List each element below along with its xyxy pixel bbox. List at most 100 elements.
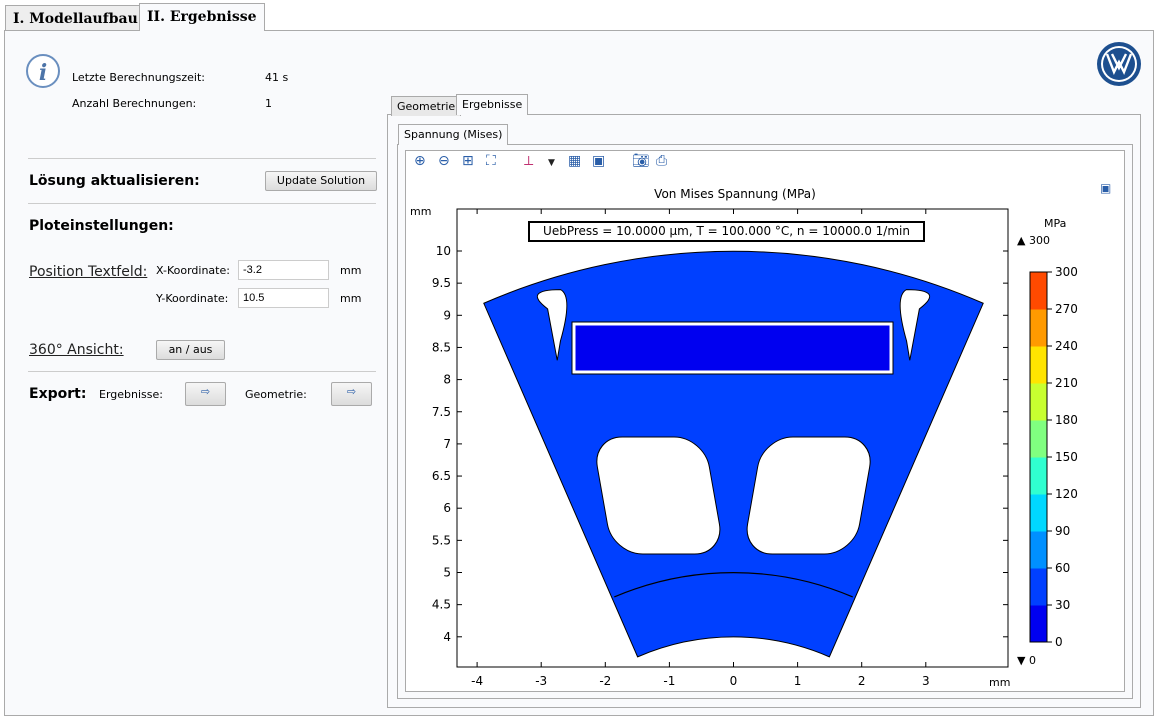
chevron-down-icon[interactable]: ▼ bbox=[548, 158, 555, 168]
y-tick-label: 5 bbox=[443, 566, 451, 580]
tab-ergebnisse[interactable]: II. Ergebnisse bbox=[139, 3, 265, 31]
cooling-hole-left bbox=[596, 436, 721, 555]
export-heading: Export: bbox=[29, 386, 87, 402]
y-tick-label: 4.5 bbox=[432, 598, 451, 612]
x-tick-label: 2 bbox=[858, 674, 866, 688]
colorbar-tick-label: 60 bbox=[1055, 561, 1070, 575]
x-coordinate-label: X-Koordinate: bbox=[156, 264, 230, 277]
colorbar-tick-label: 270 bbox=[1055, 302, 1078, 316]
colorbar-tick-label: 300 bbox=[1055, 265, 1078, 279]
colorbar-tick-label: 180 bbox=[1055, 413, 1078, 427]
export-results-button[interactable]: ⇨ bbox=[185, 382, 226, 406]
count-value: 1 bbox=[265, 97, 272, 110]
colorbar-max: ▲ 300 bbox=[1017, 234, 1050, 247]
tab-modellaufbau[interactable]: I. Modellaufbau bbox=[5, 5, 146, 31]
info-icon: i bbox=[26, 54, 60, 88]
magnet-boundary bbox=[614, 572, 853, 598]
zoom-extents-icon[interactable]: ⛶ bbox=[486, 153, 496, 169]
colorbar-tick-label: 90 bbox=[1055, 524, 1070, 538]
y-tick-label: 8.5 bbox=[432, 340, 451, 354]
y-tick-label: 7 bbox=[443, 437, 451, 451]
tab-spannung-mises[interactable]: Spannung (Mises) bbox=[398, 124, 509, 145]
y-tick-label: 9 bbox=[443, 308, 451, 322]
x-tick-label: -1 bbox=[663, 674, 675, 688]
sector-outline bbox=[483, 250, 984, 658]
position-textfield-link[interactable]: Position Textfeld: bbox=[29, 264, 148, 280]
x-tick-label: 3 bbox=[922, 674, 930, 688]
colorbar-segment bbox=[1030, 346, 1047, 384]
axis-orientation-icon[interactable]: ⟂ bbox=[524, 153, 534, 169]
divider bbox=[28, 371, 376, 372]
export-results-label: Ergebnisse: bbox=[99, 388, 163, 401]
colorbar-segment bbox=[1030, 383, 1047, 421]
colorbar-unit: MPa bbox=[1044, 217, 1067, 230]
chart-title: Von Mises Spannung (MPa) bbox=[654, 187, 816, 201]
grid-icon[interactable]: ▦ bbox=[568, 153, 582, 169]
y-unit: mm bbox=[340, 292, 362, 305]
colorbar-min: ▼ 0 bbox=[1017, 654, 1036, 667]
colorbar-tick-label: 150 bbox=[1055, 450, 1078, 464]
update-solution-button[interactable]: Update Solution bbox=[265, 171, 377, 191]
update-heading: Lösung aktualisieren: bbox=[29, 173, 200, 189]
plot-settings-heading: Ploteinstellungen: bbox=[29, 218, 174, 234]
colorbar-tick-label: 210 bbox=[1055, 376, 1078, 390]
svg-text:i: i bbox=[39, 60, 47, 86]
triangle-up-icon: ▲ bbox=[1017, 234, 1029, 247]
y-tick-label: 8 bbox=[443, 373, 451, 387]
colorbar-segment bbox=[1030, 457, 1047, 495]
x-tick-label: 0 bbox=[730, 674, 738, 688]
view-360-link[interactable]: 360° Ansicht: bbox=[29, 342, 124, 358]
export-icon: ⇨ bbox=[346, 385, 357, 398]
y-coordinate-input[interactable] bbox=[238, 288, 329, 308]
export-icon: ⇨ bbox=[200, 385, 211, 398]
x-tick-label: -4 bbox=[471, 674, 483, 688]
y-tick-label: 4 bbox=[443, 630, 451, 644]
view-360-toggle-button[interactable]: an / aus bbox=[156, 340, 225, 360]
magnet-slot bbox=[572, 322, 893, 374]
parameter-annotation: UebPress = 10.0000 µm, T = 100.000 °C, n… bbox=[528, 221, 925, 242]
x-tick-label: -3 bbox=[535, 674, 547, 688]
camera-icon[interactable]: 📷︎ bbox=[632, 153, 650, 169]
zoom-box-icon[interactable]: ⊞ bbox=[462, 153, 474, 169]
zoom-in-icon[interactable]: ⊕ bbox=[414, 153, 426, 169]
count-label: Anzahl Berechnungen: bbox=[72, 97, 197, 110]
y-tick-label: 6 bbox=[443, 501, 451, 515]
color-legend-icon[interactable]: ▣ bbox=[592, 153, 606, 169]
triangle-down-icon: ▼ bbox=[1017, 654, 1029, 667]
side-hole-left bbox=[536, 289, 568, 361]
tab-ergebnisse-sub[interactable]: Ergebnisse bbox=[456, 94, 529, 115]
print-icon[interactable]: ⎙ bbox=[656, 153, 668, 169]
colorbar-segment bbox=[1030, 531, 1047, 569]
magnet-slot-outline bbox=[571, 321, 894, 375]
legend-toggle-icon[interactable]: ▣ bbox=[1100, 181, 1112, 195]
y-tick-label: 6.5 bbox=[432, 469, 451, 483]
x-tick-label: -2 bbox=[599, 674, 611, 688]
vw-logo bbox=[1097, 42, 1141, 86]
colorbar-segment bbox=[1030, 309, 1047, 347]
y-tick-label: 9.5 bbox=[432, 276, 451, 290]
y-tick-label: 5.5 bbox=[432, 533, 451, 547]
colorbar-tick-label: 0 bbox=[1055, 635, 1063, 649]
cooling-hole-right bbox=[746, 436, 871, 555]
colorbar-segment bbox=[1030, 272, 1047, 310]
last-time-value: 41 s bbox=[265, 71, 289, 84]
colorbar-tick-label: 120 bbox=[1055, 487, 1078, 501]
export-geometry-label: Geometrie: bbox=[245, 388, 307, 401]
x-tick-label: 1 bbox=[794, 674, 802, 688]
zoom-out-icon[interactable]: ⊖ bbox=[438, 153, 450, 169]
colorbar-segment bbox=[1030, 568, 1047, 606]
y-axis-label: mm bbox=[410, 205, 432, 218]
colorbar-segment bbox=[1030, 494, 1047, 532]
x-axis-label: mm bbox=[989, 676, 1011, 689]
x-unit: mm bbox=[340, 264, 362, 277]
last-time-label: Letzte Berechnungszeit: bbox=[72, 71, 205, 84]
colorbar-tick-label: 240 bbox=[1055, 339, 1078, 353]
x-coordinate-input[interactable] bbox=[238, 260, 329, 280]
colorbar-segment bbox=[1030, 420, 1047, 458]
export-geometry-button[interactable]: ⇨ bbox=[331, 382, 372, 406]
y-tick-label: 10 bbox=[436, 244, 451, 258]
colorbar-segment bbox=[1030, 605, 1047, 643]
tab-geometrie[interactable]: Geometrie bbox=[391, 96, 462, 116]
divider bbox=[28, 203, 376, 204]
